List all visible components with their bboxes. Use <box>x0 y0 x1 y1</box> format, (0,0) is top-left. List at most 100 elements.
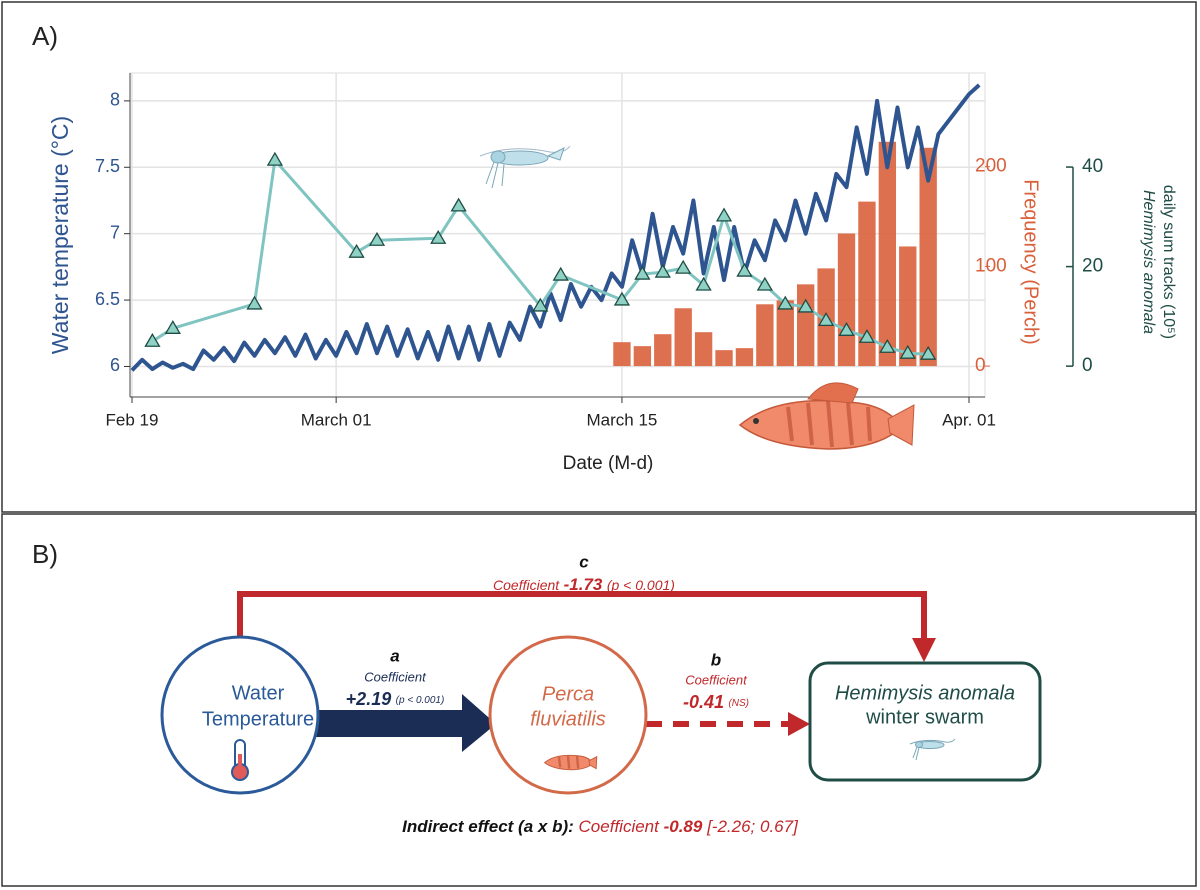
bar <box>756 304 774 367</box>
line <box>130 83 981 372</box>
marker <box>797 298 814 313</box>
arrow-head <box>912 638 936 662</box>
marker <box>246 295 263 310</box>
marker <box>654 263 671 278</box>
path-c-arrow <box>237 591 927 640</box>
chart: Feb 19 March 01 March 15 Apr. 01 6 6.5 7 7.5 8 0 1… <box>95 72 1103 429</box>
marker <box>266 151 284 166</box>
coef-note: (p < 0.001) <box>607 577 675 593</box>
y-tick-label: 6.5 <box>95 289 120 309</box>
coef-note: [-2.26; 0.67] <box>706 817 799 836</box>
path-a-arrow <box>316 710 466 737</box>
marker <box>450 197 467 212</box>
path-letter: b <box>711 650 721 669</box>
bar <box>899 246 917 367</box>
marker <box>879 338 896 353</box>
bar <box>715 350 733 367</box>
marker <box>817 312 835 327</box>
marker <box>736 262 753 277</box>
y-tick-label: 6 <box>110 355 120 375</box>
y3-axis-label: Hemimysis anomala <box>1140 190 1157 334</box>
indirect-label: Indirect effect (a x b): <box>402 817 574 836</box>
diagram: Water Temperature Perca fluviatilis Hemi… <box>160 552 1042 836</box>
marker <box>634 265 651 280</box>
node-label: Water <box>232 682 285 704</box>
perch-illustration <box>738 382 915 450</box>
bar <box>613 342 631 367</box>
x-tick-label: Feb 19 <box>106 410 159 429</box>
bar <box>694 332 713 367</box>
x-tick-label: March 01 <box>301 410 372 429</box>
marker <box>348 243 365 258</box>
bar <box>797 284 815 367</box>
coef-note: (NS) <box>728 698 749 709</box>
marker <box>920 345 937 360</box>
y2-tick-label: 0 <box>975 355 986 376</box>
marker <box>613 291 631 306</box>
coef-note: (p < 0.001) <box>396 695 445 706</box>
panel-label: A) <box>32 21 58 51</box>
y2-axis-label: Frequency (Perch) <box>1020 179 1042 345</box>
marker <box>899 344 916 359</box>
y3-tick-label: 0 <box>1082 355 1093 376</box>
marker <box>675 259 692 274</box>
marker <box>695 276 712 291</box>
path-coefficient: -0.41 (NS) <box>683 692 749 712</box>
y-tick-label: 8 <box>110 90 120 110</box>
bar <box>654 334 672 367</box>
node-label: Perca <box>542 683 594 705</box>
perch-icon <box>543 754 598 771</box>
marker <box>838 322 855 336</box>
coef-text: Coefficient <box>364 669 427 684</box>
bar <box>633 346 652 367</box>
x-tick-label: Apr. 01 <box>942 410 996 429</box>
marker <box>715 207 733 222</box>
marker <box>552 266 569 281</box>
bar <box>674 308 692 367</box>
path-coefficient: Coefficient -1.73 (p < 0.001) <box>493 575 675 594</box>
shrimp-illustration <box>479 145 571 189</box>
shrimp-icon <box>909 738 956 761</box>
marker <box>144 332 161 347</box>
bar <box>878 141 897 367</box>
node-water-temperature <box>160 635 320 795</box>
bar <box>776 300 794 367</box>
node-label: fluviatilis <box>530 708 606 730</box>
coef-text: Coefficient <box>493 577 560 593</box>
y3-tick-label: 20 <box>1082 256 1103 277</box>
marker <box>368 231 386 246</box>
marker <box>858 328 876 343</box>
bar <box>858 201 876 367</box>
node-perca <box>488 635 648 795</box>
y2-tick-label: 100 <box>975 255 1007 276</box>
coef-value: -0.41 <box>683 692 724 712</box>
arrow-head <box>462 694 496 752</box>
node-label: winter swarm <box>865 706 984 728</box>
y-tick-label: 7.5 <box>95 156 120 176</box>
coef-value: -0.89 <box>664 817 703 836</box>
bar <box>735 348 754 367</box>
coef-text: Coefficient <box>579 817 661 836</box>
thermometer-icon <box>231 739 249 781</box>
marker <box>532 297 549 312</box>
y2-tick-label: 200 <box>975 156 1007 177</box>
y-axis-label: Water temperature (°C) <box>47 116 73 354</box>
indirect-effect: Indirect effect (a x b): Coefficient -0.… <box>402 817 799 836</box>
marker <box>430 229 447 244</box>
marker <box>164 320 181 334</box>
coef-value: +2.19 <box>346 689 392 709</box>
y3-axis-label: daily sum tracks (10⁵) <box>1160 185 1177 339</box>
y3-tick-label: 40 <box>1082 156 1103 177</box>
y-tick-label: 7 <box>110 222 120 242</box>
path-letter: a <box>390 646 399 665</box>
path-coefficient: +2.19 (p < 0.001) <box>346 689 445 709</box>
node-hemimysis <box>808 661 1042 782</box>
panel-label: B) <box>32 539 58 569</box>
node-label: Temperature <box>202 708 314 730</box>
bar <box>837 233 856 367</box>
x-axis-label: Date (M-d) <box>563 453 654 474</box>
coef-value: -1.73 <box>564 575 603 594</box>
x-tick-label: March 15 <box>587 410 658 429</box>
marker <box>756 276 773 291</box>
path-letter: c <box>579 552 589 571</box>
